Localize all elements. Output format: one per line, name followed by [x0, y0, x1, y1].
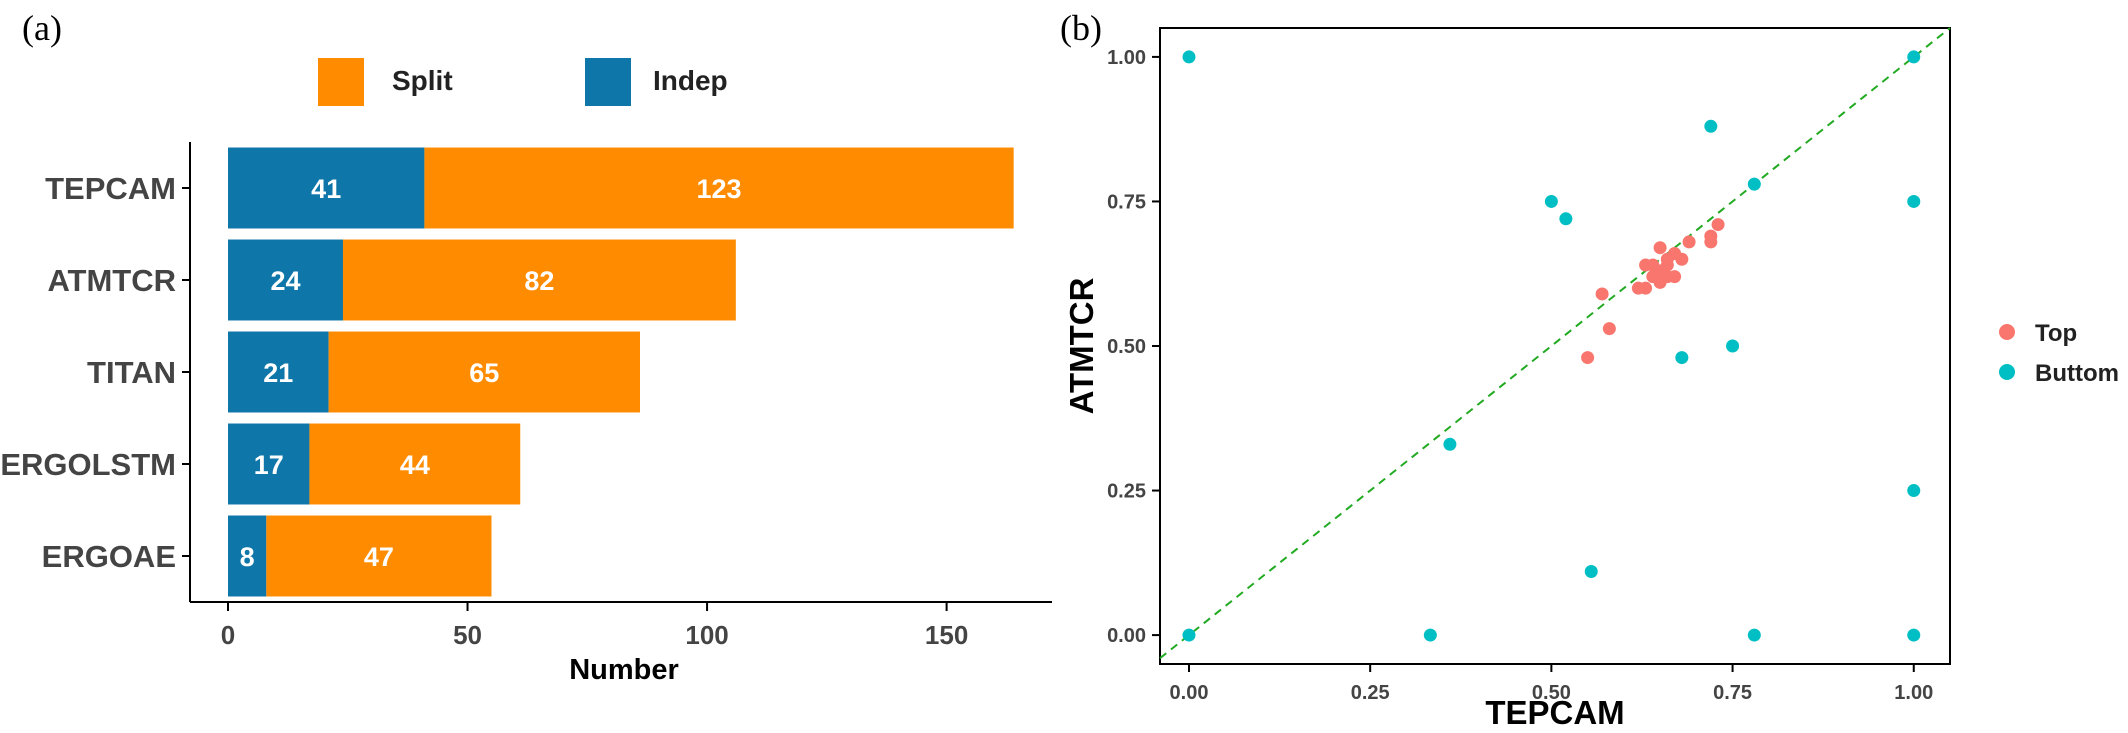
- category-label: TITAN: [87, 355, 176, 390]
- point-buttom: [1726, 339, 1740, 353]
- bar-label-indep: 24: [270, 266, 300, 296]
- bar-indep-atmtcr: [228, 239, 343, 321]
- legend-dot-top: [1999, 324, 2015, 340]
- x-tick-label: 50: [453, 620, 482, 650]
- x-tick-label: 0.00: [1170, 682, 1209, 704]
- point-buttom: [1182, 628, 1196, 642]
- y-tick-label: 0.50: [1107, 336, 1146, 358]
- bar-label-indep: 41: [311, 174, 341, 204]
- panel-label-a: (a): [22, 8, 62, 48]
- bar-split-tepcam: [424, 147, 1014, 229]
- legend-label-buttom: Buttom: [2035, 360, 2119, 387]
- y-tick-label: 0.75: [1107, 191, 1146, 213]
- point-buttom: [1423, 628, 1437, 642]
- scatter-points: [1182, 50, 1921, 642]
- legend-label-top: Top: [2035, 320, 2077, 347]
- point-buttom: [1584, 564, 1598, 578]
- point-buttom: [1675, 351, 1689, 365]
- bar-group: 41 123 24 82 21 65 17 44 8 47: [228, 147, 1014, 597]
- legend-swatch-indep: [585, 58, 631, 106]
- bar-label-split: 123: [697, 174, 742, 204]
- point-top: [1704, 229, 1718, 243]
- y-tick-label: 0.25: [1107, 481, 1146, 503]
- category-label: ERGOLSTM: [0, 447, 176, 482]
- point-buttom: [1443, 437, 1457, 451]
- diagonal-reference-line: [1159, 27, 1951, 659]
- bar-indep-ergolstm: [228, 423, 310, 505]
- point-buttom: [1747, 628, 1761, 642]
- x-axis-title: TEPCAM: [1485, 694, 1624, 731]
- x-tick-label: 1.00: [1894, 682, 1933, 704]
- bar-chart-axes: TEPCAM ATMTCR TITAN ERGOLSTM ERGOAE 0 50 100 150: [0, 142, 1052, 650]
- point-buttom: [1559, 212, 1573, 226]
- x-tick-label: 0.75: [1713, 682, 1752, 704]
- y-tick-label: 0.00: [1107, 625, 1146, 647]
- point-top: [1668, 270, 1682, 284]
- point-top: [1682, 235, 1696, 249]
- bar-split-titan: [328, 331, 640, 413]
- bar-label-split: 44: [400, 450, 430, 480]
- point-buttom: [1182, 50, 1196, 64]
- bar-label-split: 65: [469, 358, 499, 388]
- bar-indep-tepcam: [228, 147, 425, 229]
- point-buttom: [1907, 194, 1921, 208]
- point-top: [1646, 258, 1660, 272]
- bar-split-ergolstm: [309, 423, 521, 505]
- scatter-legend: Top Buttom: [1999, 320, 2119, 387]
- bar-indep-titan: [228, 331, 329, 413]
- point-top: [1653, 241, 1667, 255]
- point-top: [1595, 287, 1609, 301]
- point-buttom: [1747, 177, 1761, 191]
- y-axis-title: ATMTCR: [1063, 277, 1100, 414]
- bar-label-split: 47: [364, 542, 394, 572]
- scatter-panel: 0.00 0.25 0.50 0.75 1.00 0.00 0.25 0.50 0.75 1.00…: [1063, 27, 2119, 731]
- x-tick-label: 0.25: [1351, 682, 1390, 704]
- bar-label-indep: 21: [263, 358, 293, 388]
- x-tick-label: 150: [925, 620, 968, 650]
- bar-split-ergoae: [266, 515, 492, 597]
- x-tick-label: 0: [221, 620, 235, 650]
- x-tick-label: 0.50: [1532, 682, 1571, 704]
- panel-label-b: (b): [1060, 8, 1102, 48]
- legend-swatch-split: [318, 58, 364, 106]
- point-buttom: [1907, 50, 1921, 64]
- category-label: ERGOAE: [42, 539, 176, 574]
- point-buttom: [1544, 194, 1558, 208]
- point-buttom: [1704, 119, 1718, 133]
- bar-label-indep: 8: [240, 542, 255, 572]
- legend-label-split: Split: [392, 65, 453, 96]
- bar-label-split: 82: [524, 266, 554, 296]
- bar-chart-panel: Split Indep 41 123 24 82 21 65 17 44 8 47 TEPCAM A…: [0, 58, 1052, 686]
- bar-label-indep: 17: [254, 450, 284, 480]
- point-buttom: [1907, 484, 1921, 498]
- category-label: ATMTCR: [47, 263, 176, 298]
- x-tick-label: 100: [685, 620, 728, 650]
- legend-label-indep: Indep: [653, 65, 728, 96]
- point-top: [1602, 322, 1616, 336]
- bar-indep-ergoae: [228, 515, 267, 597]
- bar-chart-legend: Split Indep: [318, 58, 728, 106]
- scatter-axes: 0.00 0.25 0.50 0.75 1.00 0.00 0.25 0.50 0.75 1.00: [1107, 47, 1933, 704]
- point-top: [1581, 351, 1595, 365]
- point-top: [1711, 218, 1725, 232]
- legend-dot-buttom: [1999, 364, 2015, 380]
- x-axis-title: Number: [569, 654, 679, 686]
- point-buttom: [1907, 628, 1921, 642]
- y-tick-label: 1.00: [1107, 47, 1146, 69]
- point-top: [1639, 281, 1653, 295]
- category-label: TEPCAM: [45, 171, 176, 206]
- point-top: [1675, 252, 1689, 266]
- bar-split-atmtcr: [342, 239, 736, 321]
